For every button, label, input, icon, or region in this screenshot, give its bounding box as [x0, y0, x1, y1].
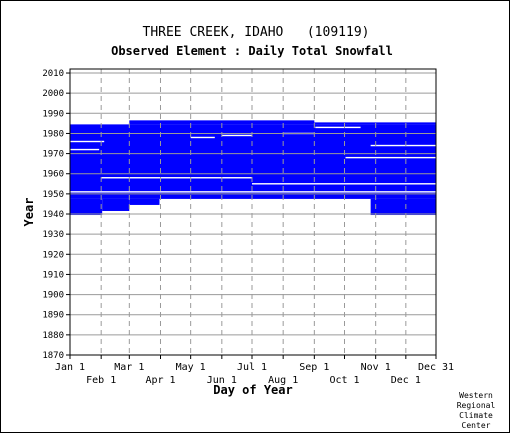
x-tick-label: Oct 1 [329, 375, 359, 386]
credit-block: Western Regional Climate Center [457, 391, 496, 430]
y-tick-label: 1980 [42, 129, 64, 139]
y-tick-label: 1910 [42, 270, 64, 280]
y-tick-label: 1990 [42, 109, 64, 119]
x-tick-label: Mar 1 [114, 362, 144, 373]
y-tick-label: 1890 [42, 311, 64, 321]
credit-line: Regional [457, 401, 496, 410]
y-axis-label: Year [22, 198, 36, 227]
data-layer [70, 120, 436, 216]
y-tick-label: 1870 [42, 351, 64, 361]
credit-line: Center [462, 421, 491, 430]
x-axis-label: Day of Year [213, 383, 292, 397]
chart-title: THREE CREEK, IDAHO (109119) [143, 25, 370, 40]
observed-block [370, 198, 436, 216]
y-tick-label: 2000 [42, 89, 64, 99]
x-tick-label: Dec 1 [391, 375, 421, 386]
x-tick-label: Dec 31 [418, 362, 454, 373]
credit-line: Climate [459, 411, 493, 420]
x-axis: Jan 1 Mar 1 May 1 Jul 1 Sep 1 Nov 1 Dec 31 Feb … [55, 355, 454, 386]
observed-block [314, 122, 436, 125]
y-tick-label: 1940 [42, 210, 64, 220]
x-tick-label: Nov 1 [361, 362, 391, 373]
observed-block [70, 198, 103, 216]
x-tick-label: May 1 [176, 362, 206, 373]
x-tick-label: Jun 1 [207, 375, 237, 386]
missing-gap [70, 148, 100, 151]
chart-subtitle: Observed Element : Daily Total Snowfall [111, 44, 393, 58]
y-tick-label: 1950 [42, 190, 64, 200]
y-tick-label: 1960 [42, 170, 64, 180]
missing-gap [101, 177, 252, 179]
missing-gap [221, 134, 252, 137]
missing-gap [190, 136, 215, 139]
observed-block [70, 124, 436, 199]
y-tick-label: 1880 [42, 331, 64, 341]
x-tick-label: Jul 1 [237, 362, 267, 373]
missing-gap [70, 140, 105, 143]
y-tick-label: 1900 [42, 291, 64, 301]
observed-block [102, 198, 130, 211]
credit-line: Western [459, 391, 493, 400]
y-tick-label: 2010 [42, 69, 64, 79]
observed-block [129, 198, 160, 205]
grid-layer [70, 69, 436, 356]
missing-gap [345, 156, 436, 159]
x-tick-label: Feb 1 [86, 375, 116, 386]
y-tick-label: 1920 [42, 250, 64, 260]
y-tick-label: 1930 [42, 230, 64, 240]
x-tick-label: Sep 1 [299, 362, 329, 373]
missing-gap [315, 126, 361, 129]
y-tick-label: 1970 [42, 150, 64, 160]
missing-gap [251, 183, 436, 185]
plot-frame [69, 68, 437, 356]
x-tick-label: Apr 1 [145, 375, 175, 386]
y-axis: 2010 2000 1990 1980 1970 1960 1950 1940 1930 1920… [42, 69, 70, 361]
missing-gap [370, 144, 436, 147]
missing-gap [70, 191, 436, 193]
x-tick-label: Jan 1 [55, 362, 85, 373]
observed-block [129, 120, 315, 125]
x-tick-label: Aug 1 [268, 375, 298, 386]
